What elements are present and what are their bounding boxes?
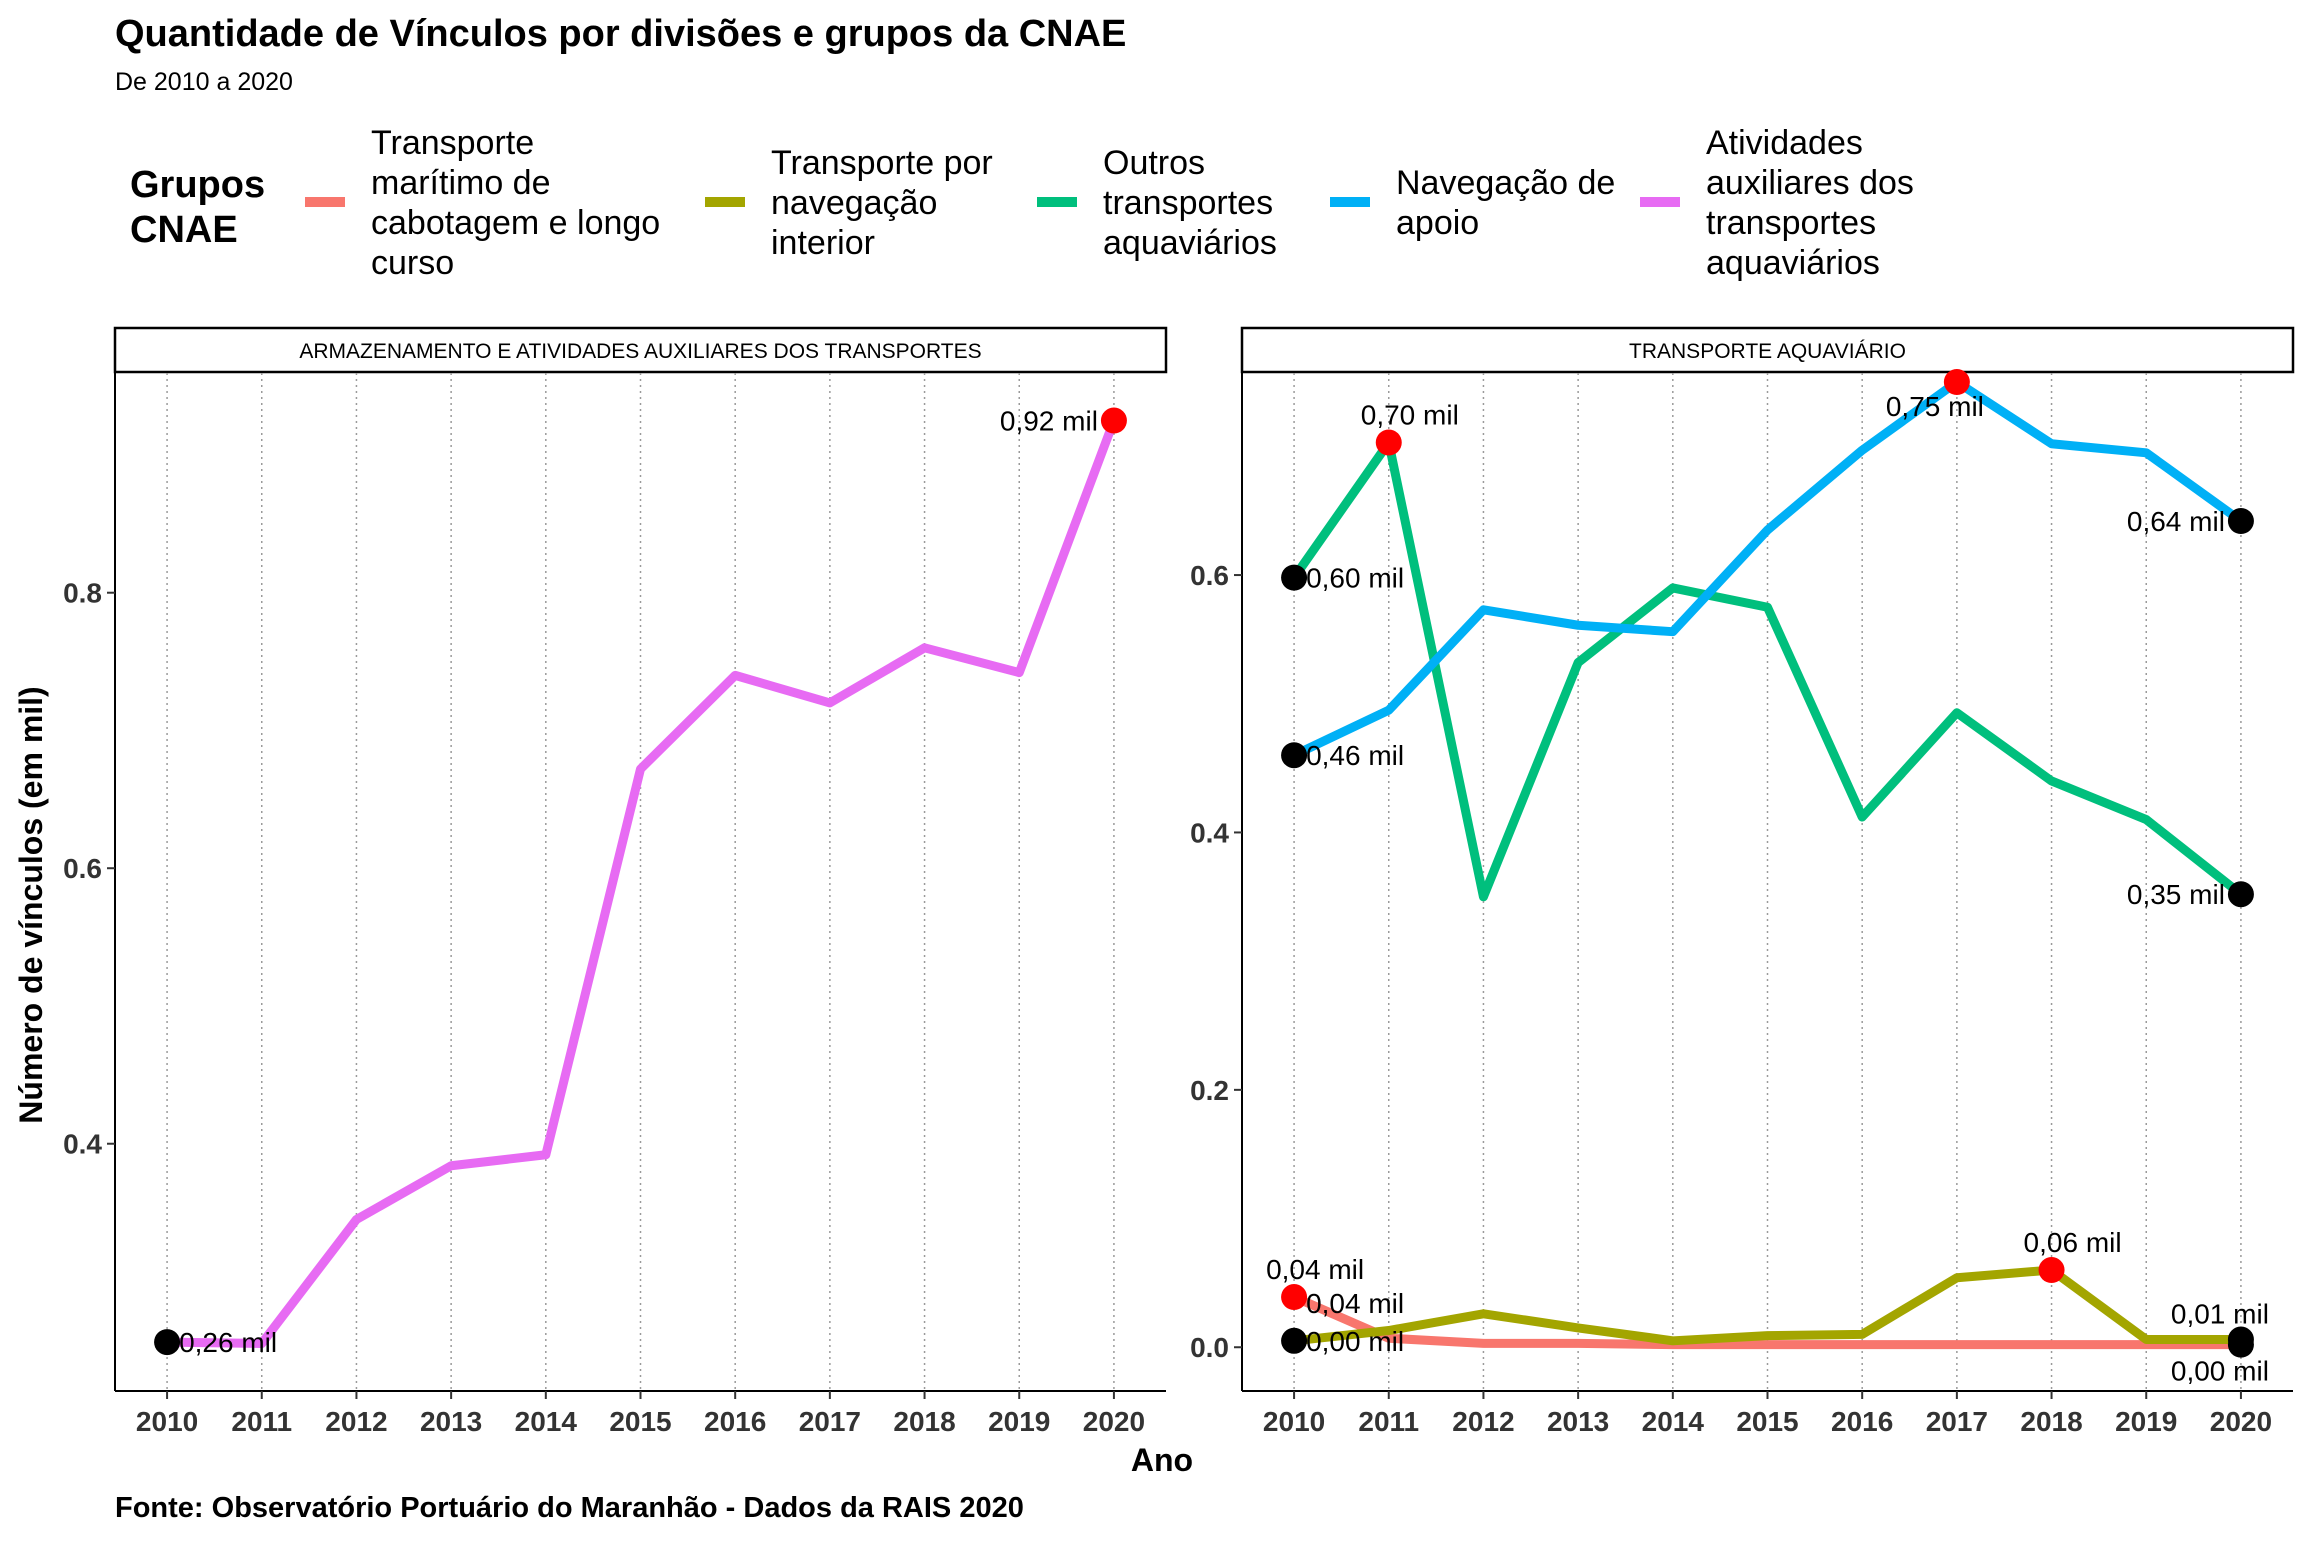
marker-point-2: [1100, 407, 1127, 434]
x-tick-label: 2017: [1926, 1406, 1988, 1437]
legend-title-line-1: Grupos: [130, 164, 265, 206]
marker-label-5: 0,64 mil: [2127, 506, 2225, 537]
x-tick-label: 2010: [1263, 1406, 1325, 1437]
y-tick-label: 0.6: [1190, 560, 1229, 591]
marker-point-3: [1281, 742, 1308, 769]
marker-point-1: [154, 1329, 181, 1356]
x-tick-label: 2010: [136, 1406, 198, 1437]
panel-strip: [113, 326, 1168, 374]
marker-label-6: 0,35 mil: [2127, 879, 2225, 910]
legend-label-2-line-3: interior: [771, 224, 875, 262]
chart-subtitle: De 2010 a 2020: [115, 68, 293, 96]
legend-label-3-line-2: transportes: [1103, 184, 1273, 222]
x-tick-label: 2014: [515, 1406, 578, 1437]
x-tick-label: 2015: [609, 1406, 671, 1437]
x-tick-label: 2016: [704, 1406, 766, 1437]
y-tick-label: 0.0: [1190, 1332, 1229, 1363]
panel-strip-title: ARMAZENAMENTO E ATIVIDADES AUXILIARES DO…: [299, 340, 981, 363]
legend-label-5-line-1: Atividades: [1706, 124, 1863, 162]
panel-2: TRANSPORTE AQUAVIÁRIO 2010 2011 2012 2013 201…: [1190, 326, 2295, 1437]
marker-point-6: [2227, 881, 2254, 908]
y-tick-label: 0.2: [1190, 1075, 1229, 1106]
y-tick-label: 0.6: [63, 853, 102, 884]
marker-label-12: 0,00 mil: [2171, 1356, 2269, 1387]
y-tick-label: 0.4: [63, 1129, 102, 1160]
legend-label-3-line-3: aquaviários: [1103, 224, 1277, 262]
legend-label-4-line-2: apoio: [1396, 204, 1479, 242]
series-line-2: [1293, 1265, 2241, 1346]
series-line-3: [1290, 437, 2244, 902]
legend-title-line-2: CNAE: [130, 209, 238, 251]
marker-label-4: 0,75 mil: [1886, 391, 1984, 422]
legend-label-5-line-4: aquaviários: [1706, 244, 1880, 282]
marker-label-10: 0,06 mil: [2024, 1227, 2122, 1258]
legend-label-1-line-1: Transporte: [371, 124, 534, 162]
x-tick-label: 2019: [2115, 1406, 2177, 1437]
marker-point-2: [1375, 429, 1402, 456]
legend-label-5-line-3: transportes: [1706, 204, 1876, 242]
legend-label-2-line-2: navegação: [771, 184, 937, 222]
marker-label-1: 0,26 mil: [179, 1327, 277, 1358]
panels: ARMAZENAMENTO E ATIVIDADES AUXILIARES DO…: [63, 326, 2295, 1437]
y-tick-label: 0.8: [63, 578, 102, 609]
x-tick-label: 2018: [893, 1406, 955, 1437]
marker-label-1: 0,60 mil: [1306, 563, 1404, 594]
marker-point-12: [2227, 1331, 2254, 1358]
marker-point-10: [2038, 1257, 2065, 1284]
y-axis-label: Número de vínculos (em mil): [13, 686, 49, 1123]
x-tick-label: 2012: [325, 1406, 387, 1437]
panel-strip-title: TRANSPORTE AQUAVIÁRIO: [1629, 340, 1906, 363]
caption: Fonte: Observatório Portuário do Maranhã…: [115, 1492, 1024, 1524]
legend-label-3-line-1: Outros: [1103, 144, 1205, 182]
y-tick-label: 0.4: [1190, 817, 1229, 848]
panel-strip: [1240, 326, 2295, 374]
marker-point-5: [2227, 508, 2254, 535]
series-line-4: [1292, 377, 2244, 760]
series-line-1: [1292, 1292, 2241, 1350]
x-tick-label: 2016: [1831, 1406, 1893, 1437]
marker-label-2: 0,70 mil: [1361, 399, 1459, 430]
x-tick-label: 2018: [2020, 1406, 2082, 1437]
legend-label-1-line-3: cabotagem e longo: [371, 204, 660, 242]
legend-label-4-line-1: Navegação de: [1396, 164, 1615, 202]
marker-label-9: 0,00 mil: [1306, 1326, 1404, 1357]
x-tick-label: 2011: [1358, 1406, 1419, 1437]
marker-label-2: 0,92 mil: [1000, 406, 1098, 437]
x-tick-label: 2014: [1642, 1406, 1705, 1437]
x-axis-label: Ano: [1131, 1442, 1193, 1478]
marker-point-4: [1943, 369, 1970, 396]
marker-label-8: 0,04 mil: [1306, 1288, 1404, 1319]
x-tick-label: 2017: [799, 1406, 861, 1437]
marker-label-11: 0,01 mil: [2171, 1299, 2269, 1330]
x-tick-label: 2013: [1547, 1406, 1609, 1437]
legend-label-5-line-2: auxiliares dos: [1706, 164, 1914, 202]
marker-label-7: 0,04 mil: [1266, 1254, 1364, 1285]
marker-point-9: [1281, 1327, 1308, 1354]
x-tick-label: 2011: [231, 1406, 292, 1437]
legend-label-2-line-1: Transporte por: [771, 144, 993, 182]
marker-point-7: [1281, 1284, 1308, 1311]
x-tick-label: 2019: [988, 1406, 1050, 1437]
marker-point-1: [1281, 564, 1308, 591]
series-line-1: [167, 418, 1119, 1348]
x-tick-label: 2015: [1736, 1406, 1798, 1437]
x-tick-label: 2020: [1083, 1406, 1145, 1437]
chart-title: Quantidade de Vínculos por divisões e gr…: [115, 13, 1126, 55]
x-tick-label: 2020: [2210, 1406, 2272, 1437]
x-tick-label: 2012: [1452, 1406, 1514, 1437]
legend-label-1-line-2: marítimo de: [371, 164, 551, 202]
panel-1: ARMAZENAMENTO E ATIVIDADES AUXILIARES DO…: [63, 326, 1168, 1437]
marker-label-3: 0,46 mil: [1306, 740, 1404, 771]
x-tick-label: 2013: [420, 1406, 482, 1437]
legend-label-1-line-4: curso: [371, 244, 454, 282]
